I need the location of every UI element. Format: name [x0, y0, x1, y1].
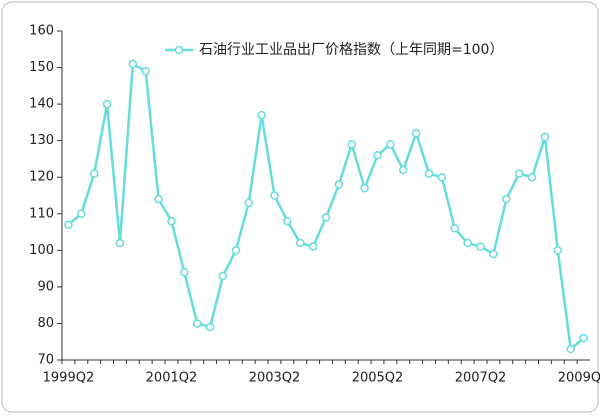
point — [373, 151, 382, 160]
y-tick-label: 140 — [29, 97, 54, 112]
point — [141, 66, 150, 76]
point — [566, 344, 575, 354]
point — [347, 140, 357, 149]
legend-label: 石油行业工业品出厂价格指数（上年同期=100） — [199, 42, 503, 58]
point — [450, 224, 460, 233]
point — [231, 246, 241, 255]
point — [205, 322, 215, 332]
point — [257, 110, 266, 120]
x-tick-label: 2001Q2 — [146, 371, 198, 386]
point — [167, 216, 176, 226]
point — [308, 242, 318, 251]
point — [502, 194, 511, 204]
point — [360, 183, 369, 193]
y-tick-label: 70 — [37, 353, 54, 368]
point — [244, 198, 253, 208]
point — [334, 180, 344, 189]
point — [295, 238, 305, 248]
point — [115, 238, 125, 248]
legend-marker — [174, 45, 184, 55]
y-tick-label: 90 — [37, 279, 54, 294]
y-tick-label: 150 — [29, 60, 54, 75]
point — [283, 216, 292, 226]
point — [102, 99, 112, 109]
point — [411, 129, 421, 138]
point — [514, 169, 524, 178]
point — [527, 172, 537, 182]
x-tick-label: 2003Q2 — [249, 371, 301, 386]
point — [192, 319, 202, 328]
point — [64, 220, 73, 229]
point — [424, 169, 434, 178]
point — [553, 246, 563, 255]
point — [180, 268, 189, 277]
y-tick-label: 110 — [29, 206, 54, 221]
point — [579, 333, 588, 343]
y-tick-label: 130 — [29, 133, 54, 148]
x-tick-label: 2007Q2 — [455, 371, 507, 386]
point — [437, 172, 447, 182]
point — [386, 140, 395, 149]
point — [476, 242, 485, 251]
point — [77, 209, 86, 219]
x-tick-label: 2009Q2 — [558, 371, 600, 386]
point — [489, 249, 498, 259]
y-tick-label: 120 — [29, 170, 54, 185]
point — [540, 132, 550, 142]
point — [89, 169, 99, 178]
point — [321, 213, 331, 222]
point — [463, 238, 472, 248]
point — [218, 271, 228, 281]
point — [270, 191, 279, 200]
x-tick-label: 2005Q2 — [352, 371, 404, 386]
y-tick-label: 100 — [29, 243, 54, 258]
point — [154, 194, 163, 204]
y-tick-label: 80 — [37, 316, 54, 331]
x-tick-label: 1999Q2 — [43, 371, 95, 386]
point — [399, 165, 408, 175]
point — [128, 59, 138, 69]
y-tick-label: 160 — [29, 24, 54, 39]
